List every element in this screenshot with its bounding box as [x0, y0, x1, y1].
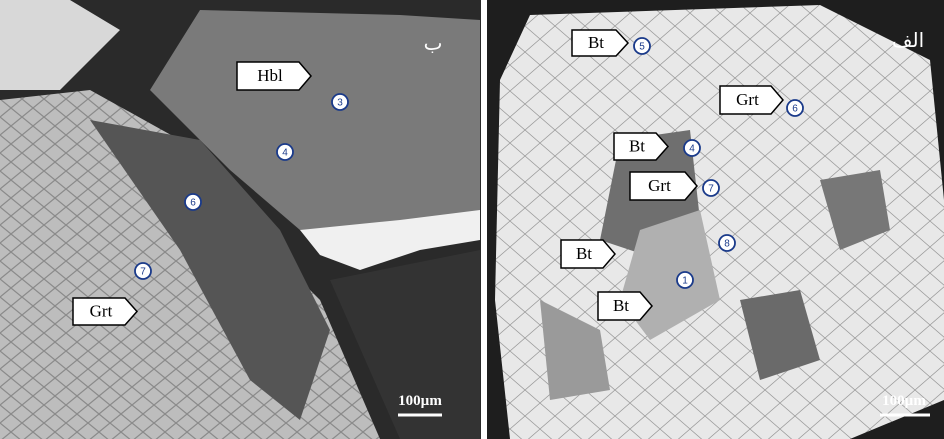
mineral-tag: Bt: [613, 132, 670, 161]
point-label: 1: [682, 276, 688, 287]
tag-shape: [560, 239, 616, 269]
point-label: 5: [639, 42, 645, 53]
analysis-point: 4: [683, 139, 701, 157]
divider: [481, 0, 487, 439]
tag-shape: [72, 297, 139, 326]
tag-label: Grt: [648, 176, 671, 195]
point-circle: [702, 179, 720, 197]
tag-shape: [629, 171, 698, 201]
point-circle: [718, 234, 736, 252]
point-label: 8: [724, 239, 730, 250]
tag-label: Hbl: [257, 66, 283, 85]
point-label: 3: [337, 98, 343, 109]
mineral-tag: Grt: [72, 297, 139, 326]
scale-bar-label: 100µm: [882, 393, 926, 409]
tag-shape: [719, 85, 784, 115]
analysis-point: 6: [184, 193, 202, 211]
tag-shape: [236, 61, 312, 91]
point-circle: [676, 271, 694, 289]
mineral-tag: Hbl: [236, 61, 312, 91]
mineral-tag: Grt: [629, 171, 698, 201]
analysis-point: 5: [633, 37, 651, 55]
point-label: 4: [282, 148, 288, 159]
tag-label: Bt: [613, 296, 629, 315]
point-circle: [331, 93, 349, 111]
analysis-point: 7: [702, 179, 720, 197]
point-label: 6: [190, 198, 196, 209]
point-circle: [184, 193, 202, 211]
point-circle: [276, 143, 294, 161]
analysis-point: 3: [331, 93, 349, 111]
analysis-point: 6: [786, 99, 804, 117]
point-circle: [786, 99, 804, 117]
mineral-tag: Bt: [571, 29, 630, 57]
tag-shape: [613, 132, 670, 161]
point-label: 7: [140, 267, 146, 278]
point-label: 6: [792, 104, 798, 115]
panel-label: الف: [892, 28, 924, 52]
tag-label: Grt: [736, 90, 759, 109]
analysis-point: 4: [276, 143, 294, 161]
analysis-point: 1: [676, 271, 694, 289]
analysis-point: 7: [134, 262, 152, 280]
tag-shape: [597, 291, 653, 321]
tag-label: Bt: [629, 136, 645, 155]
point-circle: [683, 139, 701, 157]
panel-label: ب: [424, 31, 443, 55]
point-label: 4: [689, 144, 695, 155]
right-panel: [487, 0, 944, 439]
tag-shape: [571, 29, 630, 57]
mineral-tag: Grt: [719, 85, 784, 115]
mineral-tag: Bt: [560, 239, 616, 269]
tag-label: Bt: [576, 244, 592, 263]
scale-bar-label: 100µm: [398, 393, 442, 409]
tag-label: Bt: [588, 33, 604, 52]
tag-label: Grt: [90, 301, 113, 320]
point-label: 7: [708, 184, 714, 195]
point-circle: [134, 262, 152, 280]
mineral-tag: Bt: [597, 291, 653, 321]
analysis-point: 8: [718, 234, 736, 252]
point-circle: [633, 37, 651, 55]
